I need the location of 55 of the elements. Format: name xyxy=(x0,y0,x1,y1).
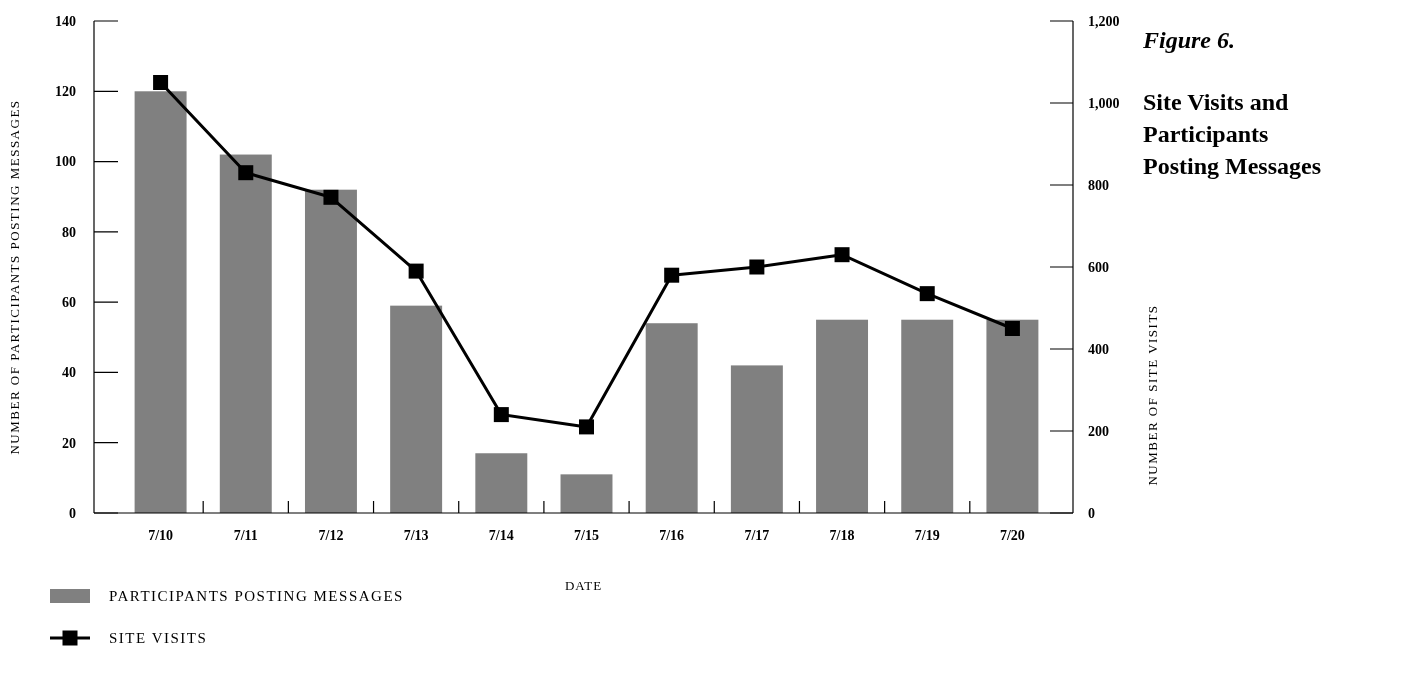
point xyxy=(749,259,765,275)
bar xyxy=(730,365,783,513)
y-tick-label: 120 xyxy=(55,84,76,100)
x-tick-label: 7/10 xyxy=(148,528,174,543)
x-tick-label: 7/13 xyxy=(403,528,429,543)
y-tick-label: 80 xyxy=(62,224,76,240)
point xyxy=(919,286,935,302)
bar xyxy=(304,189,357,513)
x-tick-label: 7/11 xyxy=(233,528,258,543)
y2-tick-label: 1,200 xyxy=(1088,13,1120,29)
bar xyxy=(219,154,272,513)
text: Site Visits and Participants Posting Messages xyxy=(1143,89,1321,179)
x-tick-label: 7/14 xyxy=(488,528,514,543)
point xyxy=(238,165,254,181)
x-tick-label: 7/18 xyxy=(829,528,855,543)
x-tick-label: 7/19 xyxy=(914,528,940,543)
point xyxy=(1004,321,1020,336)
x-tick-label: 7/17 xyxy=(744,528,770,543)
point xyxy=(493,407,509,423)
point xyxy=(153,75,169,90)
y-tick-label: 140 xyxy=(55,13,76,29)
y2-tick-label: 200 xyxy=(1088,423,1109,439)
y2-tick-label: 400 xyxy=(1088,341,1109,357)
bar xyxy=(986,319,1039,513)
legend-label: PARTICIPANTS POSTING MESSAGES xyxy=(109,588,404,605)
y-tick-label: 20 xyxy=(62,435,76,451)
bar xyxy=(901,319,954,513)
legend-label: SITE VISITS xyxy=(109,630,208,647)
y2-tick-label: 1,000 xyxy=(1088,95,1120,111)
y2-tick-label: 600 xyxy=(1088,259,1109,275)
y2-tick-label: 0 xyxy=(1088,505,1095,521)
bar xyxy=(475,453,528,513)
y-axis-title: NUMBER OF PARTICIPANTS POSTING MESSAGES xyxy=(7,99,22,455)
y2-axis-title: NUMBER OF SITE VISITS xyxy=(1145,304,1160,486)
point xyxy=(579,419,594,435)
bar xyxy=(645,323,698,513)
y-tick-label: 100 xyxy=(55,154,76,170)
bar xyxy=(816,319,869,513)
y-tick-label: 60 xyxy=(62,295,76,311)
x-tick-label: 7/12 xyxy=(318,528,344,543)
y2-tick-label: 800 xyxy=(1088,177,1109,193)
y-tick-label: 40 xyxy=(62,365,76,381)
x-axis-title: DATE xyxy=(564,578,603,593)
x-tick-label: 7/15 xyxy=(574,528,599,543)
bar xyxy=(134,91,187,513)
point xyxy=(834,247,850,263)
x-tick-label: 7/20 xyxy=(999,528,1025,543)
point xyxy=(408,263,424,279)
bar xyxy=(390,305,443,513)
x-tick-label: 7/16 xyxy=(659,528,685,543)
text: Figure 6. xyxy=(1142,27,1236,53)
point xyxy=(323,189,339,205)
point xyxy=(664,267,680,283)
y-tick-label: 0 xyxy=(69,505,76,521)
bar xyxy=(560,474,613,513)
